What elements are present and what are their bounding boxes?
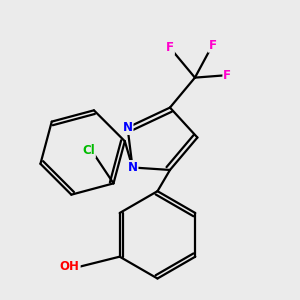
Text: N: N: [128, 161, 137, 174]
Text: OH: OH: [60, 260, 80, 273]
Text: F: F: [208, 39, 216, 52]
Text: F: F: [166, 41, 174, 54]
Text: Cl: Cl: [82, 144, 95, 158]
Text: F: F: [224, 69, 231, 82]
Text: N: N: [122, 121, 133, 134]
